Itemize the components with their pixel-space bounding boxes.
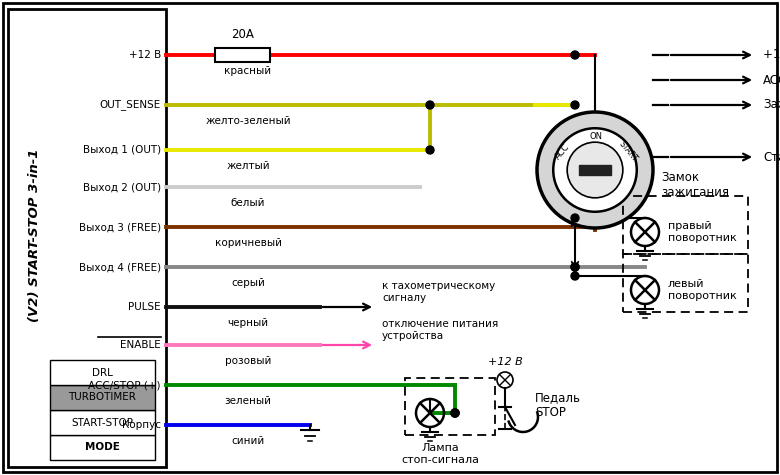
Circle shape <box>426 146 434 154</box>
Circle shape <box>571 51 579 59</box>
Bar <box>579 165 611 175</box>
Text: отключение питания
устройства: отключение питания устройства <box>382 319 498 341</box>
Text: PULSE: PULSE <box>129 302 161 312</box>
Text: ACC/STOP (+): ACC/STOP (+) <box>88 380 161 390</box>
Text: синий: синий <box>232 436 264 446</box>
Text: розовый: розовый <box>225 356 271 366</box>
Text: коричневый: коричневый <box>215 238 282 248</box>
Text: Выход 4 (FREE): Выход 4 (FREE) <box>79 262 161 272</box>
Text: желто-зеленый: желто-зеленый <box>205 116 291 126</box>
Circle shape <box>537 112 653 228</box>
Bar <box>8 9 166 467</box>
Circle shape <box>571 272 579 280</box>
Bar <box>50 385 155 410</box>
Text: левый
поворотник: левый поворотник <box>668 279 737 301</box>
Text: ON: ON <box>590 132 603 141</box>
Text: DRL: DRL <box>92 368 113 378</box>
Text: ACC: ACC <box>763 74 780 86</box>
Circle shape <box>426 101 434 109</box>
Text: START: START <box>616 140 639 163</box>
Circle shape <box>567 142 623 198</box>
Text: 20A: 20A <box>231 28 254 41</box>
Text: Выход 3 (FREE): Выход 3 (FREE) <box>79 222 161 232</box>
Text: серый: серый <box>231 278 265 288</box>
Text: +12 B: +12 B <box>129 50 161 60</box>
Text: MODE: MODE <box>85 443 120 453</box>
Text: +12 В: +12 В <box>763 48 780 61</box>
Circle shape <box>571 263 579 271</box>
Text: Выход 2 (OUT): Выход 2 (OUT) <box>83 182 161 192</box>
Bar <box>50 435 155 460</box>
Text: +12 В: +12 В <box>488 357 523 367</box>
Text: TURBOTIMER: TURBOTIMER <box>69 392 136 402</box>
Bar <box>50 360 155 385</box>
Text: желтый: желтый <box>226 161 270 171</box>
Text: к тахометрическому
сигналу: к тахометрическому сигналу <box>382 281 495 303</box>
Text: Выход 1 (OUT): Выход 1 (OUT) <box>83 145 161 155</box>
Circle shape <box>553 128 636 212</box>
Text: OUT_SENSE: OUT_SENSE <box>100 100 161 111</box>
Text: ACC: ACC <box>554 142 572 161</box>
Circle shape <box>571 101 579 109</box>
Circle shape <box>571 214 579 222</box>
Circle shape <box>451 409 459 417</box>
Text: ENABLE: ENABLE <box>120 340 161 350</box>
Bar <box>215 48 270 62</box>
Text: черный: черный <box>228 318 268 328</box>
Text: (V2) START-STOP 3-in-1: (V2) START-STOP 3-in-1 <box>29 148 41 322</box>
Text: Замок
зажигания: Замок зажигания <box>661 171 729 199</box>
Text: белый: белый <box>231 198 265 208</box>
Text: START-STOP: START-STOP <box>72 418 133 428</box>
Text: Корпус: Корпус <box>122 420 161 430</box>
Text: Стартер: Стартер <box>763 151 780 163</box>
Text: зеленый: зеленый <box>225 396 271 406</box>
Text: красный: красный <box>225 66 271 76</box>
Text: Педаль
STOP: Педаль STOP <box>535 391 581 419</box>
Text: Лампа
стоп-сигнала: Лампа стоп-сигнала <box>401 443 479 465</box>
Circle shape <box>451 409 459 417</box>
Text: Зажигание: Зажигание <box>763 98 780 112</box>
Circle shape <box>571 263 579 271</box>
Bar <box>50 410 155 435</box>
Circle shape <box>451 409 459 417</box>
Text: правый
поворотник: правый поворотник <box>668 221 737 243</box>
